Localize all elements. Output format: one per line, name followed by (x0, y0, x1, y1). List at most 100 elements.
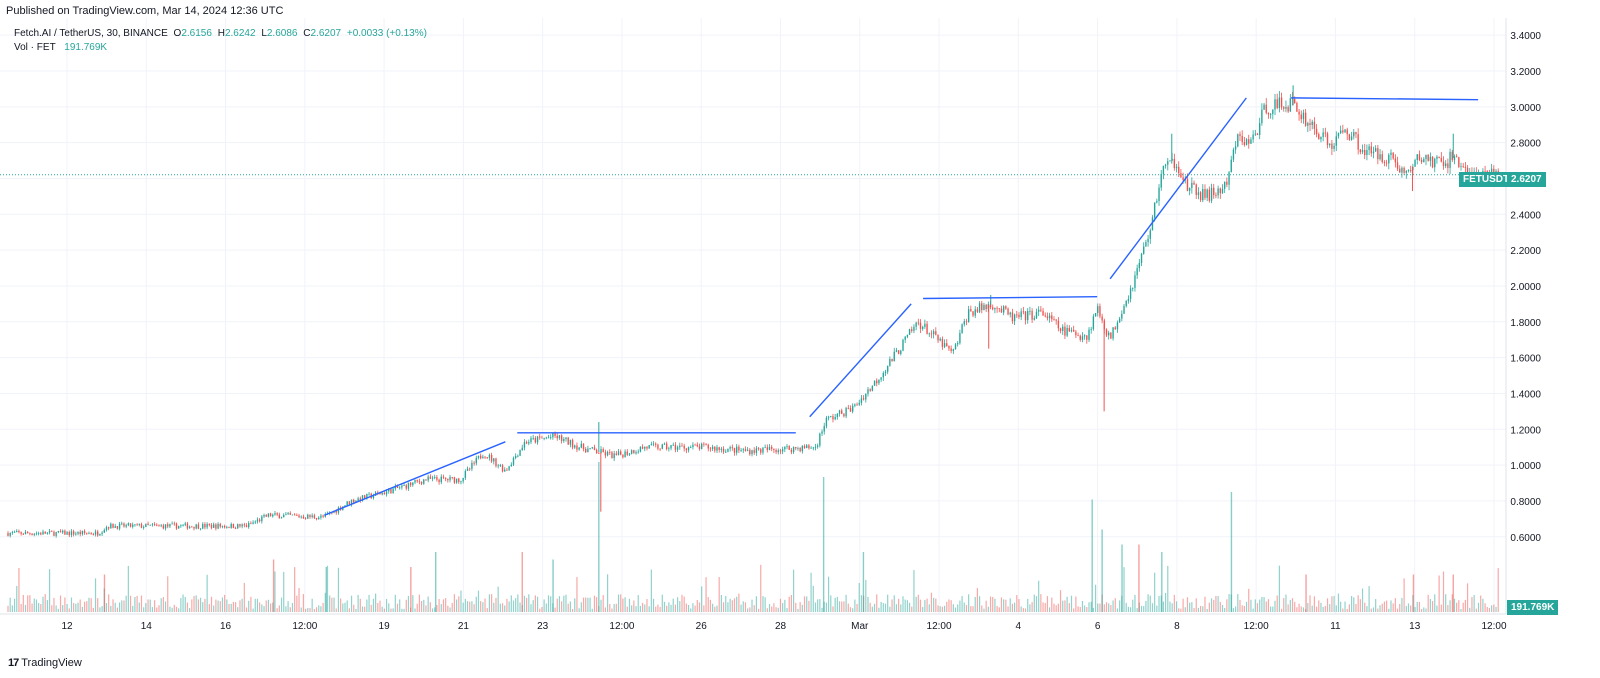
volume-bar (523, 595, 526, 612)
candle-body (1007, 308, 1009, 315)
candle-body (1125, 300, 1127, 307)
volume-bar (1219, 601, 1221, 612)
candle-body (51, 530, 53, 532)
time-tick-label: 11 (1330, 621, 1341, 632)
candle-body (1390, 152, 1392, 155)
candle-body (1331, 143, 1333, 149)
volume-bar (534, 595, 536, 612)
volume-bar (1171, 603, 1173, 612)
volume-bar (1280, 608, 1283, 612)
volume-bar (906, 600, 908, 612)
open-value: 2.6156 (181, 28, 212, 39)
volume-bar (64, 597, 66, 612)
volume-bar (1302, 607, 1305, 612)
candle-body (1407, 170, 1410, 171)
volume-bar (777, 607, 779, 612)
candle-body (223, 526, 226, 528)
candle-body (814, 446, 817, 448)
candle-body (937, 334, 939, 341)
tradingview-logo[interactable]: 17 TradingView (8, 657, 82, 669)
volume-bar (348, 608, 350, 612)
candle-body (1097, 306, 1099, 314)
candle-body (703, 443, 705, 445)
candle-body (90, 533, 92, 535)
volume-bar (790, 594, 792, 612)
volume-bar (329, 595, 331, 612)
candle-body (125, 525, 127, 527)
price-tick-label: 2.8000 (1510, 139, 1541, 150)
volume-bar (114, 602, 116, 612)
volume-bar (1357, 595, 1359, 612)
candle-body (92, 534, 95, 536)
volume-bar (1394, 598, 1396, 612)
price-tick-label: 2.2000 (1510, 246, 1541, 257)
volume-bar (1169, 601, 1171, 612)
candle-body (816, 445, 819, 447)
candle-body (740, 450, 742, 452)
volume-bar (1245, 601, 1248, 612)
candle-body (781, 449, 784, 452)
candle-body (777, 450, 779, 453)
volume-bar (1077, 606, 1079, 612)
volume-bar (613, 604, 615, 612)
trendline (324, 441, 506, 516)
volume-bar (1099, 603, 1101, 612)
candle-body (256, 519, 259, 522)
volume-bar (245, 607, 248, 612)
volume-bar (90, 598, 92, 612)
candle-body (563, 439, 565, 442)
volume-bar (1287, 604, 1289, 612)
candle-body (1431, 156, 1434, 168)
volume-bar (164, 601, 167, 612)
volume-bar (972, 606, 974, 612)
volume-bar (324, 592, 326, 612)
candle-body (1460, 166, 1462, 168)
volume-bar (1044, 602, 1046, 612)
candle-body (641, 446, 644, 449)
volume-bar (810, 572, 812, 612)
candle-body (261, 516, 263, 522)
candle-body (414, 480, 416, 483)
price-tick-label: 1.8000 (1510, 318, 1541, 329)
volume-bar (1016, 595, 1018, 612)
volume-bar (1250, 599, 1252, 612)
candle-body (867, 389, 869, 394)
volume-bar (136, 595, 138, 612)
candle-body (946, 343, 948, 346)
volume-bar (528, 594, 530, 612)
volume-bar (828, 576, 830, 612)
volume-bar (403, 608, 405, 612)
candle-body (16, 530, 18, 533)
volume-bar (1285, 594, 1287, 612)
volume-bar (300, 607, 302, 612)
volume-bar (751, 599, 753, 612)
volume-bar (1298, 603, 1300, 612)
volume-bar (849, 607, 852, 612)
volume-bar (193, 595, 195, 612)
candle-body (1403, 167, 1405, 173)
volume-bar (946, 601, 948, 612)
volume-bar (418, 594, 420, 612)
volume-bar (1482, 598, 1484, 612)
volume-bar (604, 607, 606, 612)
volume-bar (981, 605, 983, 612)
volume-bar (143, 607, 145, 612)
volume-bar (1497, 568, 1499, 612)
volume-bar (1469, 607, 1471, 612)
volume-bar (394, 594, 396, 612)
volume-bar (591, 608, 593, 612)
volume-bar (948, 599, 950, 612)
candle-body (499, 465, 502, 467)
candle-body (304, 518, 307, 519)
volume-spike (1305, 574, 1307, 612)
price-tick-label: 2.4000 (1510, 210, 1541, 221)
volume-bar (698, 602, 701, 612)
candle-body (1458, 157, 1460, 167)
candle-body (1029, 310, 1031, 312)
volume-bar (451, 602, 453, 612)
volume-bar (427, 596, 429, 612)
candle-body (1329, 143, 1331, 146)
volume-bar (878, 607, 880, 612)
volume-bar (1059, 590, 1062, 612)
